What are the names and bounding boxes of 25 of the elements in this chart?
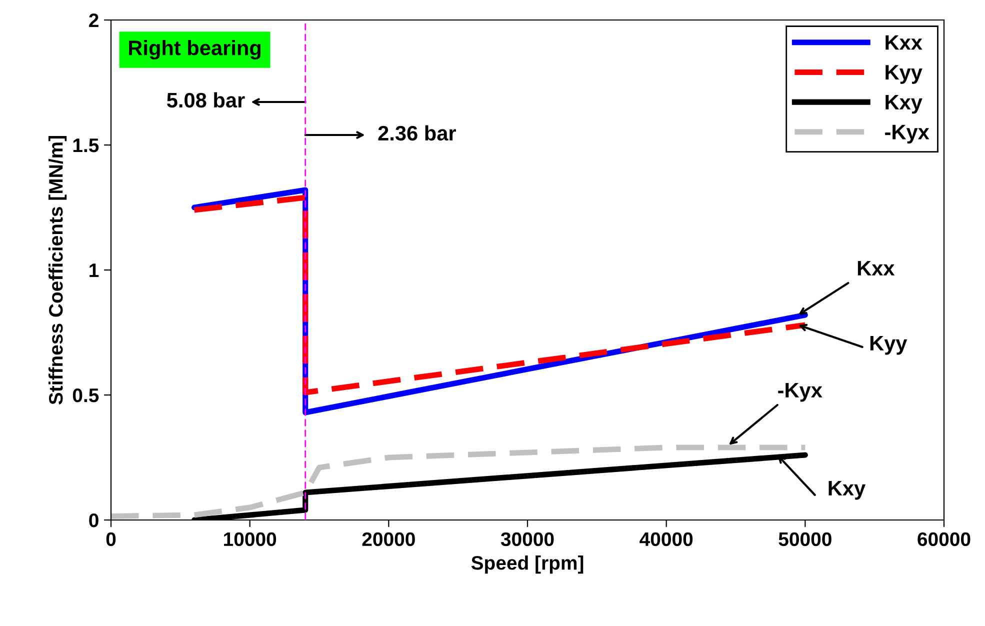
y-tick-label: 1 — [90, 264, 99, 278]
x-tick-label: 20000 — [362, 532, 415, 546]
annotation: -Kyx — [778, 383, 822, 402]
y-tick-label: 0 — [89, 513, 98, 528]
y-tick-label: 0.5 — [72, 388, 99, 402]
legend-label: -Kyx — [885, 124, 930, 144]
legend-label: Kxx — [886, 35, 922, 50]
x-tick-label: 60000 — [918, 532, 970, 546]
y-axis-title: Stiffness Coefficients [MN/m] — [48, 136, 67, 404]
legend-label: Kyy — [886, 65, 922, 84]
legend-label: Kxy — [886, 95, 922, 114]
x-tick-label: 50000 — [778, 532, 832, 546]
x-axis-title: Speed [rpm] — [471, 555, 584, 574]
annotation: 2.36 bar — [378, 125, 456, 141]
x-tick-label: 0 — [106, 532, 116, 546]
y-tick-label: 2 — [89, 13, 98, 28]
annotation: Kyy — [870, 336, 908, 355]
annotation: Kxy — [828, 481, 866, 500]
y-tick-label: 1.5 — [73, 138, 99, 152]
x-tick-label: 30000 — [500, 532, 554, 546]
annotation: 5.08 bar — [167, 92, 245, 108]
x-tick-label: 40000 — [640, 532, 693, 546]
annotation: Kxx — [858, 261, 895, 276]
x-tick-label: 10000 — [224, 532, 276, 546]
text: Right bearing — [129, 40, 261, 60]
